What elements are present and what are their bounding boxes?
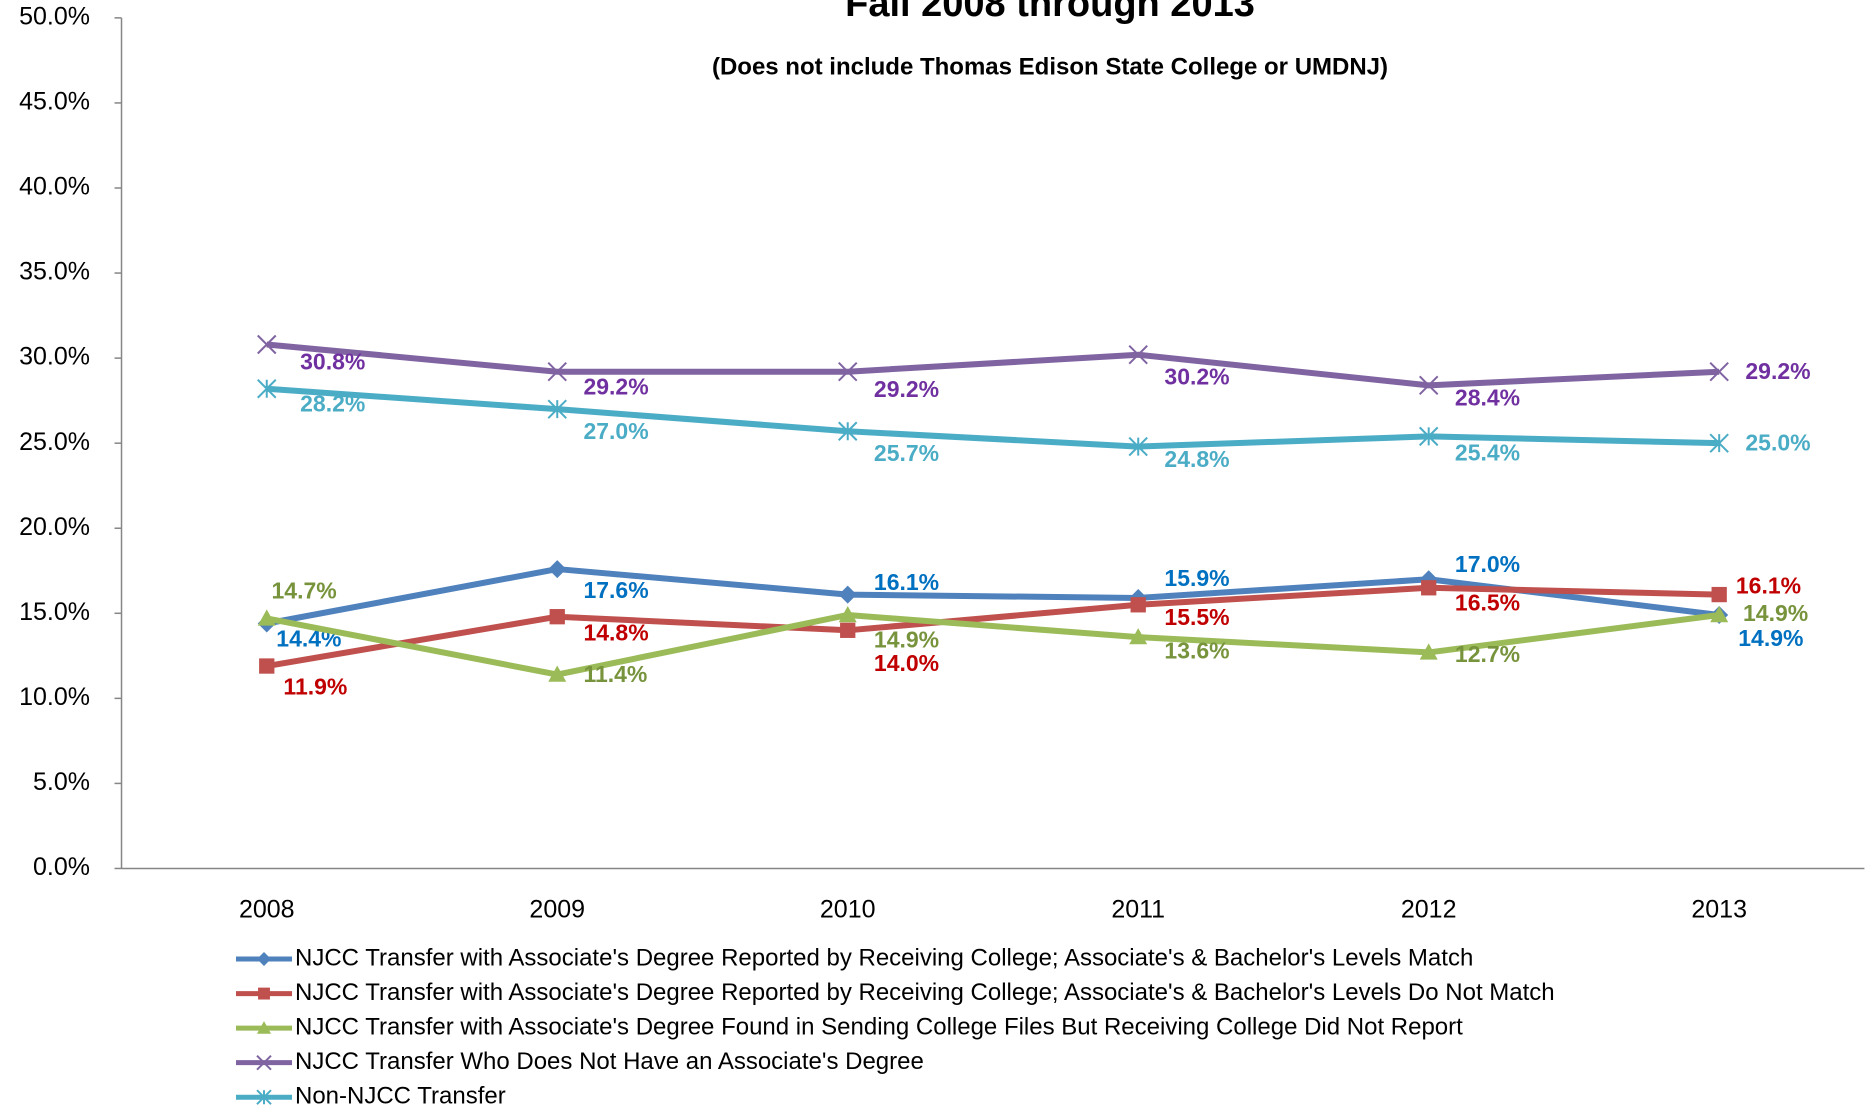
marker [257,1021,271,1034]
marker [838,362,858,382]
series-line [266,611,1720,678]
data-label: 14.9% [1743,600,1808,626]
y-tick-label: 40.0% [19,173,90,201]
legend-label: NJCC Transfer with Associate's Degree Fo… [295,1013,1463,1040]
y-tick-label: 5.0% [33,768,90,796]
data-label: 11.9% [283,674,347,700]
chart-subtitle: (Does not include Thomas Edison State Co… [712,53,1388,80]
y-tick-label: 10.0% [19,683,90,711]
marker [1418,375,1439,396]
marker [1129,628,1148,645]
marker [1711,586,1727,603]
marker [1709,362,1729,382]
marker [838,605,857,623]
data-label: 14.9% [874,626,939,652]
x-tick-label: 2010 [820,896,876,924]
data-label: 14.0% [874,650,939,676]
data-label: 11.4% [583,661,647,687]
x-tick-label: 2011 [1111,896,1165,924]
data-label: 25.0% [1745,429,1810,455]
marker [548,560,567,579]
marker [1709,433,1729,453]
marker [548,665,567,682]
series-line [266,584,1720,669]
legend-label: NJCC Transfer with Associate's Degree Re… [295,979,1555,1006]
y-tick-label: 45.0% [19,88,90,116]
marker [1419,643,1438,660]
data-label: 28.2% [300,390,365,416]
marker [1418,426,1439,447]
marker [256,1054,272,1071]
series-line [266,566,1720,627]
data-label: 12.7% [1455,641,1520,667]
data-label: 29.2% [1745,358,1810,384]
marker [1130,597,1146,613]
data-label: 14.8% [583,620,648,646]
marker [257,379,277,399]
y-tick-label: 30.0% [19,343,90,371]
marker [547,399,567,419]
chart-title: Fall 2008 through 2013 [845,0,1255,25]
data-label: 25.4% [1455,439,1520,465]
data-label: 14.7% [272,577,337,603]
data-label: 30.2% [1164,364,1229,390]
marker [256,1089,272,1105]
data-label: 17.0% [1455,551,1520,577]
legend-label: Non-NJCC Transfer [295,1083,506,1110]
data-label: 28.4% [1455,385,1520,411]
x-tick-label: 2013 [1691,896,1747,924]
data-label: 13.6% [1164,638,1229,664]
marker [549,609,565,625]
series-line [266,385,1720,450]
legend-label: NJCC Transfer Who Does Not Have an Assoc… [295,1048,924,1075]
y-tick-label: 50.0% [19,2,90,30]
marker [257,952,271,967]
y-tick-label: 0.0% [33,853,90,881]
data-label: 17.6% [583,577,648,603]
data-label: 27.0% [583,418,648,444]
data-label: 25.7% [874,440,939,466]
data-label: 14.9% [1738,625,1803,651]
marker [838,585,857,604]
marker [257,334,277,355]
marker [1421,580,1437,596]
marker [1128,345,1148,365]
marker [547,362,567,382]
y-tick-label: 15.0% [19,598,90,626]
legend-label: NJCC Transfer with Associate's Degree Re… [295,944,1473,971]
data-label: 24.8% [1164,446,1229,472]
data-label: 16.5% [1455,590,1520,616]
marker [1128,436,1148,457]
x-tick-label: 2008 [239,896,295,924]
marker [257,609,276,626]
x-tick-label: 2009 [529,896,585,924]
marker [259,658,275,674]
marker [258,987,270,1000]
series-line [266,341,1720,389]
data-label: 15.5% [1164,604,1229,630]
marker [1710,605,1729,623]
y-tick-label: 35.0% [19,258,90,286]
y-tick-label: 20.0% [19,513,90,541]
data-label: 29.2% [874,376,939,402]
marker [838,421,858,441]
data-label: 16.1% [874,569,939,595]
data-label: 15.9% [1164,565,1229,591]
y-tick-label: 25.0% [19,428,90,456]
data-label: 30.8% [300,349,365,375]
data-label: 29.2% [583,373,648,399]
data-label: 16.1% [1736,573,1801,599]
marker [840,622,856,638]
x-tick-label: 2012 [1401,896,1457,924]
